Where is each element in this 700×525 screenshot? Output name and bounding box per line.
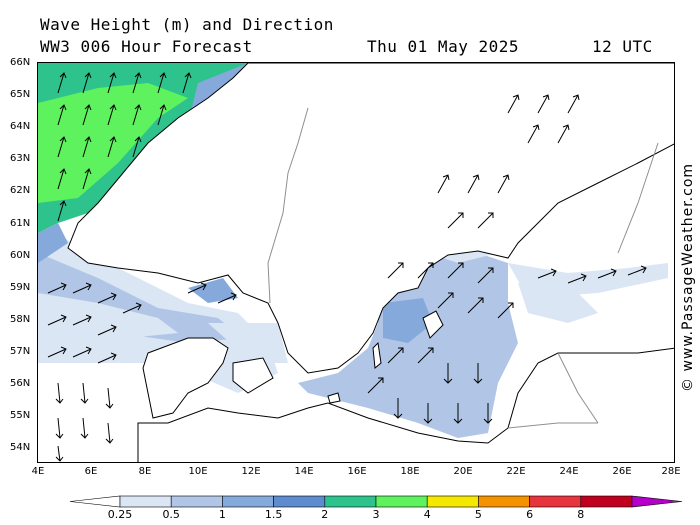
legend-swatch (119, 495, 172, 508)
lat-label: 60N (10, 250, 31, 261)
lat-label: 61N (10, 218, 31, 229)
lon-label: 24E (559, 466, 579, 477)
arrow-icon (537, 265, 647, 284)
lat-label: 59N (10, 282, 31, 293)
lon-label: 4E (31, 466, 45, 477)
lon-label: 20E (453, 466, 473, 477)
lon-label: 8E (138, 466, 152, 477)
legend-swatch (273, 495, 326, 508)
forecast-date: Thu 01 May 2025 (367, 37, 519, 56)
lat-label: 65N (10, 89, 31, 100)
legend-label: 6 (526, 508, 534, 521)
lat-label: 54N (10, 442, 31, 453)
arrow-icon (367, 262, 514, 424)
lat-label: 56N (10, 378, 31, 389)
forecast-model: WW3 006 Hour Forecast (40, 37, 253, 56)
lat-label: 58N (10, 314, 31, 325)
lon-label: 14E (294, 466, 314, 477)
legend-cap-high (631, 495, 683, 508)
credit-watermark: © www.PassageWeather.com (680, 162, 696, 392)
legend-label: 1.5 (264, 508, 283, 521)
lat-label: 57N (10, 346, 31, 357)
legend-swatch (580, 495, 633, 508)
lon-label: 6E (84, 466, 98, 477)
lon-label: 28E (661, 466, 681, 477)
arrow-icon (57, 72, 192, 222)
lon-label: 10E (188, 466, 208, 477)
lat-label: 64N (10, 121, 31, 132)
wave-direction-arrows (47, 72, 647, 462)
legend-swatch (324, 495, 377, 508)
arrow-icon (437, 94, 580, 229)
lat-label: 55N (10, 410, 31, 421)
map-svg (38, 63, 674, 462)
legend-label: 8 (577, 508, 585, 521)
legend-label: 4 (423, 508, 431, 521)
lon-label: 22E (506, 466, 526, 477)
borders (267, 107, 659, 429)
lon-label: 26E (612, 466, 632, 477)
legend-colorbar (69, 495, 683, 508)
lat-label: 62N (10, 185, 31, 196)
legend-label: 0.25 (107, 508, 133, 521)
coastlines (67, 63, 674, 462)
wave-height-map (37, 62, 675, 463)
legend-swatch (478, 495, 530, 508)
lon-label: 12E (241, 466, 261, 477)
legend-label: 5 (474, 508, 482, 521)
legend-label: 3 (372, 508, 380, 521)
lon-label: 16E (347, 466, 367, 477)
legend-label: 1 (218, 508, 226, 521)
legend-swatch (426, 495, 479, 508)
legend-swatches (69, 495, 683, 508)
legend-swatch (529, 495, 582, 508)
forecast-time: 12 UTC (592, 37, 653, 56)
lat-label: 66N (10, 57, 31, 68)
legend-label: 2 (321, 508, 329, 521)
lat-label: 63N (10, 153, 31, 164)
legend-swatch (375, 495, 428, 508)
map-title: Wave Height (m) and Direction (40, 15, 334, 34)
legend-cap-low (69, 495, 121, 508)
legend-label: 0.5 (162, 508, 180, 521)
lon-label: 18E (400, 466, 420, 477)
legend-swatch (222, 495, 274, 508)
arrow-icon (55, 382, 114, 462)
legend-swatch (170, 495, 223, 508)
arrow-icon (47, 282, 237, 364)
